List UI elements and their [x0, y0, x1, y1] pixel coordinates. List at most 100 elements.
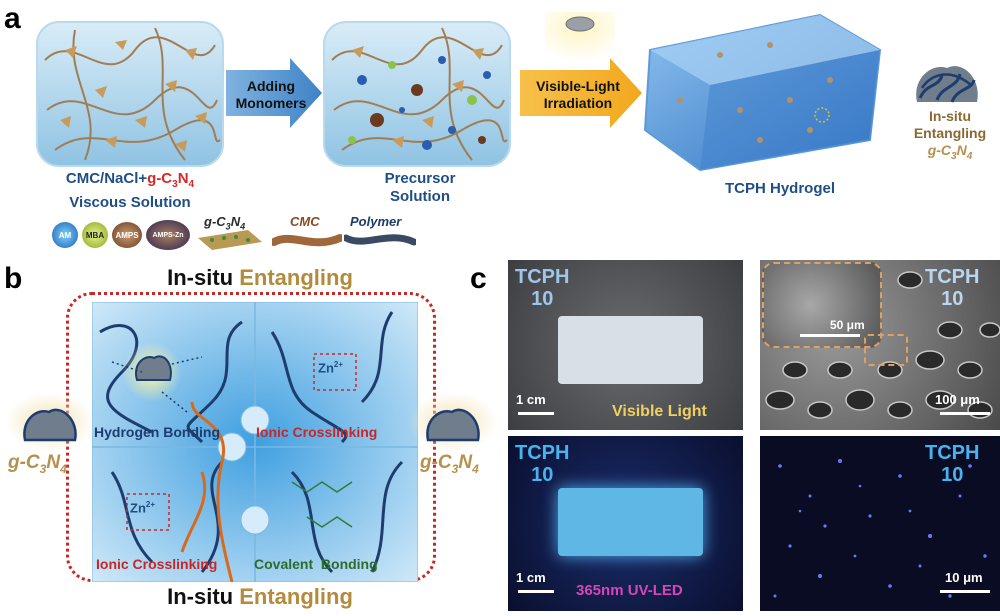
- photo2-scale-label: 100 μm: [935, 392, 980, 407]
- left-gc: g-C: [8, 452, 40, 473]
- panel-b-letter: b: [4, 262, 23, 295]
- entangle-gcn: g-C3N4: [905, 142, 995, 165]
- photo3-tcph: TCPH 10: [515, 442, 569, 486]
- right-sub4: 4: [472, 461, 479, 476]
- right-gc: g-C: [420, 452, 452, 473]
- photo3-tcph-text: TCPH: [515, 442, 570, 464]
- photo2-scale-bar: [940, 412, 990, 415]
- title-bottom-entangling: Entangling: [239, 584, 353, 609]
- adding-monomers-arrow: [226, 58, 322, 128]
- photo2-inset-scale-bar: [800, 334, 860, 337]
- legend-gcn-label: g-C3N4: [204, 214, 245, 232]
- photo4-tcph-text: TCPH: [925, 442, 980, 464]
- precursor-line1: Precursor: [384, 170, 456, 187]
- arrow1-line2: Monomers: [235, 95, 307, 111]
- caption-gcn: g-C3N4: [147, 170, 195, 190]
- adding-monomers-label: Adding Monomers: [226, 78, 316, 112]
- ionic-crosslinking-top-label: Ionic Crosslinking: [256, 424, 378, 440]
- legend-amps-zn: AMPS-Zn: [146, 220, 190, 250]
- arrow1-line1: Adding: [246, 78, 296, 94]
- panel-c-letter: c: [470, 262, 487, 295]
- legend-am: AM: [52, 222, 78, 248]
- uv-sample: [558, 488, 703, 556]
- photo2-inset-scale-label: 50 μm: [830, 318, 865, 332]
- gcn-n: N: [177, 170, 189, 187]
- photo4-scale-bar: [940, 590, 990, 593]
- title-top-insitu: In-situ: [167, 265, 234, 290]
- sem-inset: [762, 262, 882, 348]
- photo3-uv-label: 365nm UV-LED: [576, 582, 683, 599]
- photo-sem: [760, 260, 1000, 430]
- panel-b-puzzle: [92, 302, 418, 582]
- photo3-scale-bar: [518, 590, 554, 593]
- gcn-sub4: 4: [188, 179, 195, 190]
- caption-line2: Viscous Solution: [69, 194, 191, 211]
- legend-gcn-sheet: [198, 230, 262, 250]
- left-gcn-cluster-icon: [5, 392, 95, 452]
- hydrogen-bonding-label: Hydrogen Bonding: [94, 424, 220, 440]
- viscous-solution-block: [36, 21, 224, 167]
- legend-polymer-label: Polymer: [350, 214, 402, 229]
- left-sub4: 4: [60, 461, 67, 476]
- covalent-bonding-label: Covalent Bonding: [254, 556, 378, 572]
- visible-light-arrow: [520, 58, 642, 128]
- panel-b-title-top: In-situ Entangling: [130, 265, 390, 291]
- gcn-sub3: 3: [172, 179, 178, 190]
- photo1-tcph-text: TCPH: [515, 266, 570, 288]
- photo1-scale-bar: [518, 412, 554, 415]
- photo3-num: 10: [531, 464, 554, 486]
- photo4-num: 10: [941, 464, 964, 486]
- visible-sample: [558, 316, 703, 384]
- zn-bl-text: Zn: [130, 500, 146, 516]
- photo1-visible-label: Visible Light: [612, 403, 707, 420]
- legend-polymer-strand: [344, 234, 416, 246]
- photo4-scale-label: 10 μm: [945, 570, 983, 585]
- entangle-line2: Entangling: [913, 125, 987, 141]
- panel-a-letter: a: [4, 2, 21, 35]
- photo1-scale-label: 1 cm: [516, 392, 546, 407]
- legend-sub4: 4: [240, 221, 246, 232]
- zn-bl-sup: 2+: [145, 500, 156, 509]
- tcph-hydrogel-block: [643, 13, 882, 172]
- photo2-num: 10: [941, 288, 964, 310]
- legend-cmc-strand: [272, 234, 342, 247]
- covalent-word: Covalent: [254, 556, 314, 572]
- photo3-scale-label: 1 cm: [516, 570, 546, 585]
- zn-tr-text: Zn: [318, 360, 334, 376]
- covalent-bonding-word: Bonding: [320, 556, 378, 572]
- gcn-c: -C: [156, 170, 173, 187]
- lamp-icon: [545, 12, 615, 62]
- right-n: N: [458, 452, 473, 473]
- precursor-caption: Precursor Solution: [340, 170, 500, 206]
- ionic-crosslinking-bottom-label: Ionic Crosslinking: [96, 556, 218, 572]
- photo4-tcph: TCPH 10: [925, 442, 979, 486]
- caption-prefix: CMC/NaCl+: [65, 170, 148, 187]
- entangle-line1: In-situ: [929, 108, 971, 124]
- panel-b-title-bottom: In-situ Entangling: [130, 584, 390, 610]
- zn-label-top-right: Zn2+: [318, 360, 343, 375]
- bonding-word: Bonding: [163, 424, 220, 440]
- legend-n: N: [230, 214, 241, 229]
- photo-fluorescence: [760, 436, 1000, 611]
- right-sub3: 3: [451, 461, 459, 476]
- left-sub3: 3: [39, 461, 47, 476]
- legend-gc: g-C: [204, 214, 226, 229]
- left-n: N: [46, 452, 61, 473]
- right-gcn-label: g-C3N4: [420, 452, 479, 476]
- photo2-tcph-text: TCPH: [925, 266, 980, 288]
- zn-label-bottom-left: Zn2+: [130, 500, 155, 515]
- arrow2-line1: Visible-Light: [536, 78, 620, 94]
- zn-tr-sup: 2+: [333, 360, 344, 369]
- hydrogen-word: Hydrogen: [94, 424, 160, 440]
- gcn-cluster-icon: [916, 66, 978, 103]
- viscous-solution-caption: CMC/NaCl+g-C3N4 Viscous Solution: [10, 170, 250, 212]
- entangling-caption: In-situ Entangling g-C3N4: [905, 108, 995, 165]
- sem-inset-roi: [864, 334, 908, 366]
- entangle-n: N: [956, 142, 967, 158]
- gcn-g: g: [147, 170, 157, 187]
- visible-light-label: Visible-Light Irradiation: [522, 78, 634, 112]
- title-bottom-insitu: In-situ: [167, 584, 234, 609]
- left-gcn-label: g-C3N4: [8, 452, 67, 476]
- entangle-sub3: 3: [951, 150, 957, 162]
- photo1-tcph: TCPH 10: [515, 266, 569, 310]
